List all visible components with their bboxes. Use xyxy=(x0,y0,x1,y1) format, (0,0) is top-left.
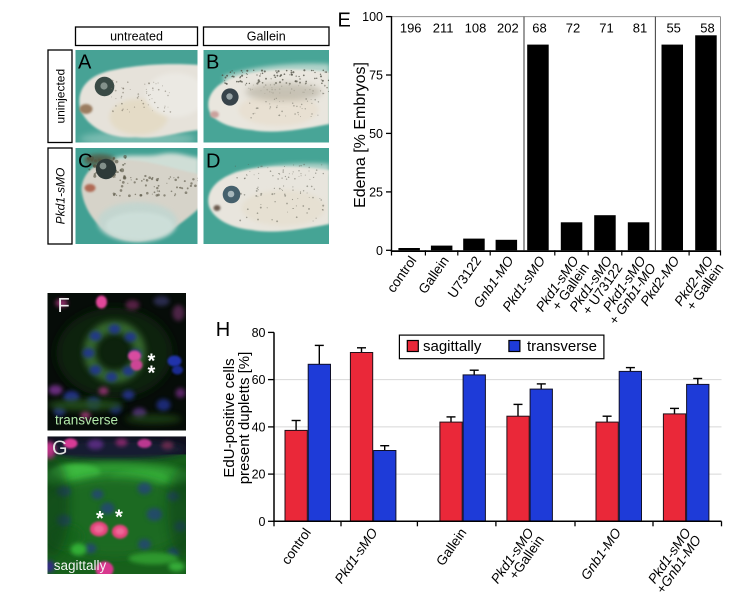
svg-text:202: 202 xyxy=(497,21,519,36)
svg-text:20: 20 xyxy=(252,468,266,482)
svg-text:*: * xyxy=(115,507,123,529)
svg-text:50: 50 xyxy=(369,127,383,141)
svg-text:E: E xyxy=(338,10,351,32)
svg-text:100: 100 xyxy=(362,10,383,24)
svg-text:Edema [% Embryos]: Edema [% Embryos] xyxy=(352,62,369,208)
svg-text:G: G xyxy=(52,438,68,460)
svg-text:*: * xyxy=(148,363,156,385)
svg-text:58: 58 xyxy=(700,21,714,36)
svg-text:72: 72 xyxy=(566,21,580,36)
svg-text:transverse: transverse xyxy=(55,413,118,428)
svg-text:0: 0 xyxy=(376,244,383,258)
svg-text:EdU-positive cells: EdU-positive cells xyxy=(221,358,238,477)
svg-text:0: 0 xyxy=(259,515,266,529)
svg-text:sagittally: sagittally xyxy=(54,558,107,573)
svg-text:B: B xyxy=(206,52,219,74)
svg-text:sagittally: sagittally xyxy=(423,338,482,355)
svg-text:80: 80 xyxy=(252,326,266,340)
svg-text:108: 108 xyxy=(465,21,487,36)
svg-text:A: A xyxy=(78,52,92,74)
svg-text:75: 75 xyxy=(369,69,383,83)
svg-text:H: H xyxy=(216,319,230,341)
svg-text:81: 81 xyxy=(633,21,647,36)
svg-text:present dupletts [%]: present dupletts [%] xyxy=(236,352,253,485)
svg-text:68: 68 xyxy=(532,21,546,36)
svg-text:25: 25 xyxy=(369,185,383,199)
svg-text:55: 55 xyxy=(666,21,680,36)
svg-text:untreated: untreated xyxy=(110,30,163,44)
svg-text:211: 211 xyxy=(433,21,454,36)
svg-text:60: 60 xyxy=(252,373,266,387)
svg-text:uninjected: uninjected xyxy=(53,69,67,124)
svg-text:C: C xyxy=(78,151,92,173)
svg-text:Gallein: Gallein xyxy=(247,30,286,44)
svg-text:F: F xyxy=(58,295,70,317)
svg-text:196: 196 xyxy=(400,21,422,36)
svg-text:*: * xyxy=(148,351,156,373)
svg-text:71: 71 xyxy=(599,21,613,36)
svg-text:*: * xyxy=(96,508,104,530)
svg-text:40: 40 xyxy=(252,420,266,434)
svg-text:D: D xyxy=(206,151,220,173)
svg-text:Pkd1-sMO: Pkd1-sMO xyxy=(53,168,67,225)
svg-text:transverse: transverse xyxy=(527,338,597,355)
